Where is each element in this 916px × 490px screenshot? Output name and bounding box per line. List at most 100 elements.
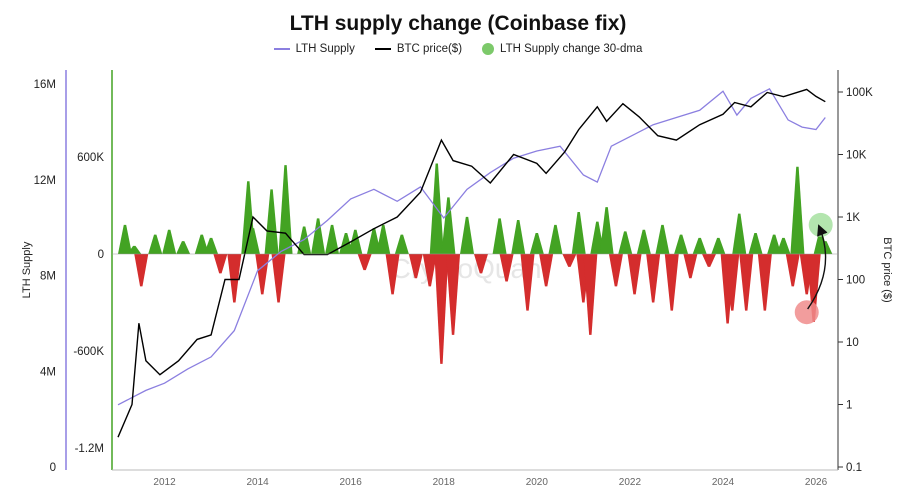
right-tick-label: 10K: [846, 150, 867, 162]
supply-change-spike-positive: [366, 228, 381, 254]
supply-change-spike-positive: [618, 231, 633, 254]
supply-change-spike-positive: [194, 234, 209, 254]
supply-change-spike-negative: [562, 254, 577, 267]
supply-change-spike-positive: [548, 224, 563, 254]
supply-change-spike-positive: [264, 189, 279, 254]
legend-item-supply-change[interactable]: LTH Supply change 30-dma: [482, 43, 642, 55]
supply-change-spike-negative: [408, 254, 423, 279]
supply-change-spike-negative: [520, 254, 535, 311]
supply-change-spike-positive: [732, 213, 747, 254]
annotation-arrow: [807, 224, 828, 310]
supply-change-spike-positive: [376, 224, 391, 254]
highlight-circle: [794, 300, 819, 325]
chart-legend: LTH Supply BTC price($) LTH Supply chang…: [0, 43, 916, 55]
supply-change-spike-negative: [434, 254, 449, 364]
legend-item-lth-supply[interactable]: LTH Supply: [273, 43, 355, 55]
supply-change-spike-negative: [785, 254, 800, 287]
x-tick-label: 2020: [526, 477, 549, 488]
supply-change-spike-positive: [311, 218, 326, 254]
left-axis-label: LTH Supply: [21, 241, 33, 298]
btc-price-line: [117, 88, 826, 438]
supply-change-spike-positive: [176, 241, 191, 254]
right-tick-label: 10: [846, 337, 859, 349]
supply-change-spike-negative: [385, 254, 400, 295]
supply-change-spike-positive: [776, 237, 791, 254]
legend-swatch-lth-supply: [273, 48, 290, 50]
supply-change-spike-positive: [339, 232, 354, 254]
mid-tick-label: -600K: [73, 346, 104, 358]
mid-tick-label: 0: [98, 249, 104, 261]
legend-label-supply-change: LTH Supply change 30-dma: [500, 43, 643, 55]
supply-change-spike-negative: [583, 254, 598, 335]
right-tick-label: 1: [846, 400, 852, 412]
supply-change-spike-positive: [571, 211, 586, 254]
supply-change-spike-positive: [148, 234, 163, 254]
legend-label-btc-price: BTC price($): [396, 43, 463, 55]
supply-change-spike-negative: [702, 254, 717, 267]
supply-change-spike-negative: [473, 254, 488, 274]
supply-change-spike-positive: [748, 232, 763, 254]
supply-change-spike-negative: [608, 254, 623, 287]
mid-tick-label: -1.2M: [75, 443, 104, 455]
right-axis-label: BTC price ($): [881, 237, 893, 302]
supply-change-spike-negative: [627, 254, 642, 295]
supply-change-spike-positive: [204, 237, 219, 254]
legend-swatch-btc-price: [374, 48, 391, 50]
supply-change-spike-positive: [655, 224, 670, 254]
legend-item-btc-price[interactable]: BTC price($): [374, 43, 463, 55]
supply-change-spike-negative: [446, 254, 461, 335]
supply-change-spike-positive: [529, 232, 544, 254]
supply-change-spike-positive: [325, 224, 340, 254]
supply-change-spike-negative: [757, 254, 772, 311]
supply-change-spike-negative: [725, 254, 740, 311]
supply-change-spike-positive: [599, 207, 614, 254]
x-tick-label: 2018: [433, 477, 456, 488]
highlight-circle: [808, 212, 833, 237]
left-tick-label: 8M: [40, 271, 56, 283]
x-tick-label: 2026: [805, 477, 828, 488]
x-tick-label: 2012: [153, 477, 176, 488]
lth-supply-line: [117, 87, 826, 406]
left-tick-label: 16M: [34, 79, 56, 91]
supply-change-spike-negative: [664, 254, 679, 311]
supply-change-spike-positive: [348, 229, 363, 254]
supply-change-spike-negative: [422, 254, 437, 287]
supply-change-spike-positive: [127, 245, 142, 254]
supply-change-spike-negative: [683, 254, 698, 279]
supply-change-spike-negative: [213, 254, 228, 274]
supply-change-spike-positive: [441, 197, 456, 254]
supply-change-spike-negative: [255, 254, 270, 295]
left-tick-label: 0: [50, 462, 56, 474]
right-tick-label: 100K: [846, 87, 873, 99]
supply-change-spike-negative: [227, 254, 242, 303]
supply-change-spike-negative: [271, 254, 286, 303]
supply-change-spike-negative: [806, 254, 821, 322]
supply-change-spike-positive: [711, 237, 726, 254]
supply-change-spike-positive: [394, 234, 409, 254]
x-tick-label: 2016: [340, 477, 363, 488]
right-tick-label: 1K: [846, 212, 860, 224]
supply-change-spike-positive: [492, 218, 507, 254]
supply-change-spike-negative: [499, 254, 514, 282]
left-tick-label: 4M: [40, 366, 56, 378]
supply-change-spike-positive: [692, 237, 707, 254]
left-tick-label: 12M: [34, 175, 56, 187]
supply-change-spike-positive: [767, 234, 782, 254]
supply-change-spike-positive: [674, 234, 689, 254]
supply-change-spike-positive: [162, 229, 177, 254]
supply-change-spike-positive: [790, 166, 805, 254]
supply-change-spike-negative: [134, 254, 149, 287]
supply-change-spike-positive: [636, 229, 651, 254]
right-tick-label: 100: [846, 275, 865, 287]
mid-tick-label: 600K: [77, 152, 104, 164]
supply-change-spike-negative: [646, 254, 661, 303]
chart-title: LTH supply change (Coinbase fix): [289, 12, 627, 35]
supply-change-spike-positive: [460, 216, 475, 254]
supply-change-spike-positive: [278, 165, 293, 254]
right-tick-label: 0.1: [846, 462, 862, 474]
supply-change-spike-positive: [511, 220, 526, 254]
x-tick-label: 2022: [619, 477, 642, 488]
supply-change-spike-positive: [117, 224, 132, 254]
